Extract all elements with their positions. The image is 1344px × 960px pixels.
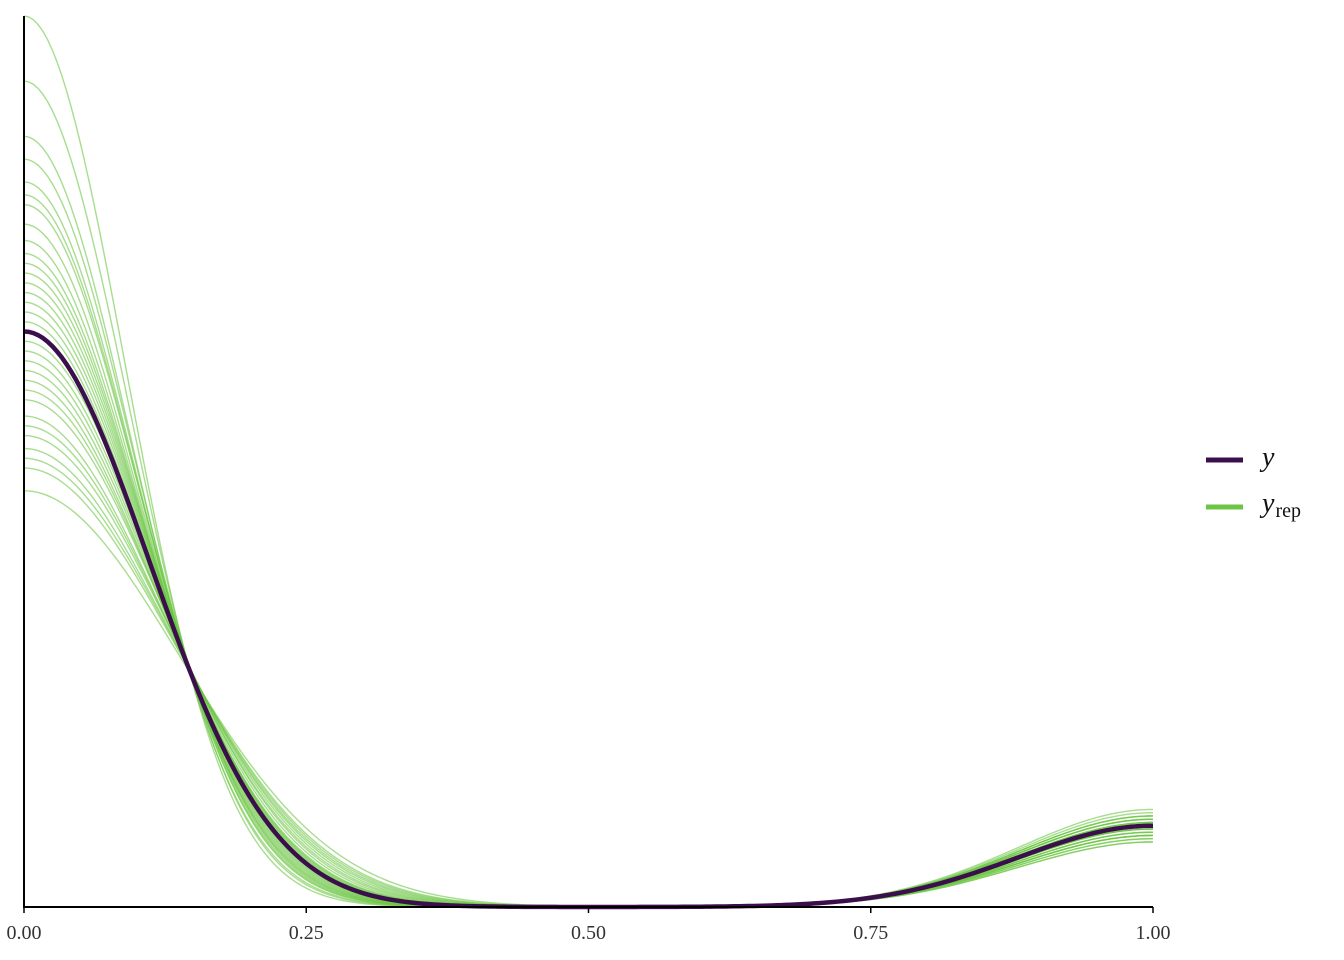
yrep-line xyxy=(23,359,1154,908)
yrep-line xyxy=(23,301,1154,908)
yrep-line xyxy=(23,330,1154,908)
yrep-line xyxy=(23,379,1154,908)
legend-label-yrep: yrep xyxy=(1259,488,1301,522)
yrep-line xyxy=(23,203,1154,908)
yrep-line xyxy=(23,340,1154,908)
yrep-line xyxy=(23,320,1154,908)
yrep-line xyxy=(23,194,1154,908)
yrep-series-group xyxy=(23,15,1154,908)
yrep-line xyxy=(23,434,1154,908)
yrep-line xyxy=(23,223,1154,908)
yrep-line xyxy=(23,399,1154,908)
yrep-line xyxy=(23,135,1154,908)
yrep-line xyxy=(23,262,1154,908)
x-tick-label: 0.25 xyxy=(289,922,324,944)
yrep-line xyxy=(23,281,1154,908)
yrep-line xyxy=(23,15,1154,908)
yrep-line xyxy=(23,490,1154,908)
yrep-line xyxy=(23,350,1154,908)
x-axis-ticks: 0.00 0.25 0.50 0.75 1.00 xyxy=(7,907,1171,944)
yrep-line xyxy=(23,311,1154,908)
yrep-line xyxy=(23,389,1154,908)
x-tick-label: 0.75 xyxy=(853,922,888,944)
yrep-line xyxy=(23,415,1154,908)
yrep-line xyxy=(23,158,1154,908)
yrep-line xyxy=(23,252,1154,908)
legend: y yrep xyxy=(1206,442,1301,522)
x-tick-label: 0.50 xyxy=(571,922,606,944)
yrep-line xyxy=(23,239,1154,908)
yrep-line xyxy=(23,291,1154,908)
yrep-line xyxy=(23,369,1154,908)
yrep-line xyxy=(23,80,1154,908)
legend-label-y: y xyxy=(1259,442,1275,473)
yrep-line xyxy=(23,272,1154,908)
yrep-line xyxy=(23,425,1154,908)
plot-area xyxy=(23,15,1154,910)
yrep-line xyxy=(23,181,1154,908)
y-series-group xyxy=(23,329,1154,910)
x-tick-label: 0.00 xyxy=(7,922,42,944)
x-tick-label: 1.00 xyxy=(1136,922,1171,944)
y-observed-line xyxy=(23,329,1154,910)
